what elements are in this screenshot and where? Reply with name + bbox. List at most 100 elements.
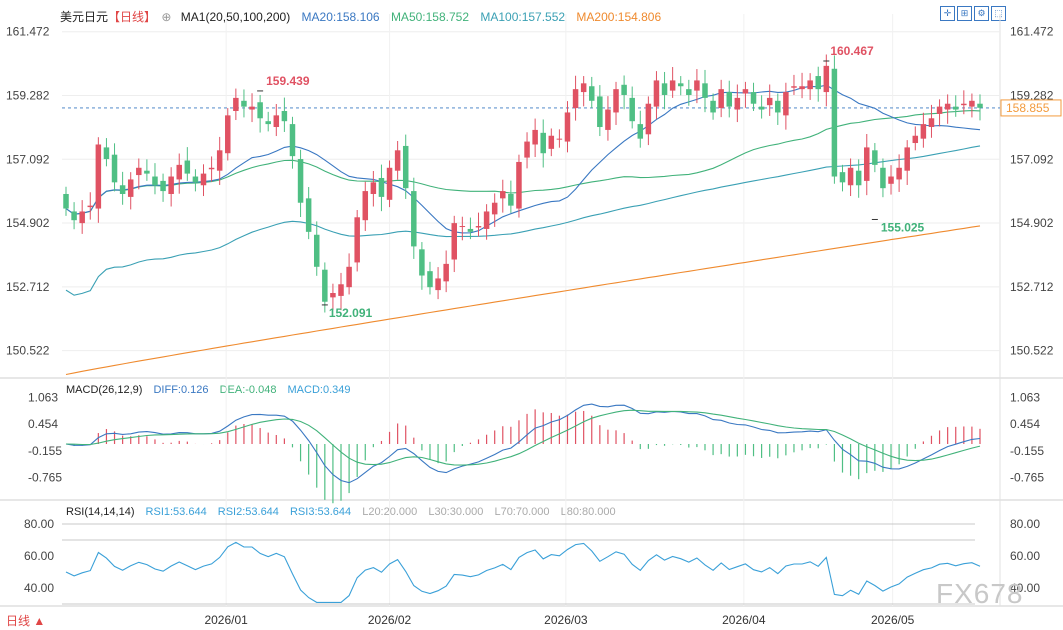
candle-body [815,76,821,90]
candle-body [766,97,773,106]
x-tick-label: 2026/05 [871,613,915,627]
candle-body [645,103,652,135]
rsi3-label: RSI3:53.644 [289,506,352,518]
candle-body [855,170,862,186]
candle-body [589,86,595,101]
macd-dea: DEA:-0.048 [219,384,277,396]
candle-body [839,172,846,183]
period-bottom-tab[interactable]: 日线 ▲ [6,614,46,628]
settings-dot-icon[interactable]: ⊕ [161,10,172,24]
candle-body [192,176,199,183]
candle-body [928,118,935,128]
ma20-label: MA20:158.106 [301,10,380,24]
price-tick-left: 159.282 [6,89,50,103]
candle-body [896,167,902,180]
candle-body [524,141,530,158]
candle-body [629,97,635,122]
candle-body [977,103,983,108]
candle-body [394,150,401,171]
price-tick-right: 152.712 [1010,280,1054,294]
candle-body [904,147,910,171]
candle-body [580,83,587,93]
period-tab[interactable]: 【日线】 [108,10,157,24]
candle-body [653,80,660,107]
price-tick-right: 157.092 [1010,152,1054,166]
candle-body [168,176,174,194]
x-tick-label: 2026/01 [204,613,248,627]
candle-body [961,103,967,106]
candle-body [111,154,118,183]
candle-body [95,144,102,209]
candle-body [249,106,255,110]
candle-body [491,202,498,215]
candle-body [936,106,943,114]
zoom-in-icon[interactable]: ✛ [940,6,955,21]
candle-body [742,89,749,94]
rsi-legend: RSI(14,14,14) RSI1:53.644 RSI2:53.644 RS… [66,506,624,518]
price-tick-left: 157.092 [6,152,50,166]
macd-name[interactable]: MACD(26,12,9) [66,384,143,396]
rsi-tick-left: 80.00 [24,517,54,531]
annotation-label: 159.439 [266,74,310,88]
candle-body [516,161,522,209]
candle-body [831,68,838,177]
split-view-icon[interactable]: ⊞ [957,6,972,21]
candle-body [265,121,271,125]
candle-body [500,191,506,199]
candle-body [880,167,886,189]
ma200-line [65,225,981,376]
candle-body [758,106,765,110]
candle-body [564,112,571,142]
macd-tick-left: 0.454 [28,417,58,431]
candle-body [718,89,724,109]
candle-body [888,176,894,184]
candle-body [944,103,951,110]
rsi-line [65,541,981,603]
candle-body [354,217,360,263]
candle-body [637,124,644,139]
current-price-tag [1000,99,1062,117]
l30-label: L30:30.000 [428,506,484,518]
candle-body [556,138,563,140]
rsi-tick-left: 40.00 [24,581,54,595]
ma-group-label[interactable]: MA1(20,50,100,200) [180,10,291,24]
candle-body [144,170,150,174]
candle-body [467,228,474,232]
candle-body [87,205,94,208]
maximize-icon[interactable]: ⬚ [991,6,1006,21]
chart-toolbar: ✛ ⊞ ⚙ ⬚ [940,5,1008,21]
price-tick-left: 154.902 [6,216,50,230]
candle-body [661,83,668,95]
symbol-label: 美元日元 [60,10,109,24]
candle-body [443,263,449,282]
annotation-label: 160.467 [830,44,874,58]
rsi-tick-right: 80.00 [1010,517,1040,531]
candle-body [702,83,708,98]
settings-icon[interactable]: ⚙ [974,6,989,21]
candle-body [362,191,369,221]
candle-body [281,110,288,122]
rsi-tick-right: 60.00 [1010,549,1040,563]
rsi-name[interactable]: RSI(14,14,14) [66,506,135,518]
candle-body [330,293,336,298]
candle-body [411,191,417,247]
candle-body [322,269,328,302]
price-tick-right: 161.472 [1010,25,1054,39]
macd-tick-right: 1.063 [1010,391,1040,405]
macd-tick-left: -0.155 [28,444,62,458]
period-bottom-label: 日线 [6,614,31,628]
price-tick-right: 150.522 [1010,344,1054,358]
candle-body [613,89,619,113]
x-tick-label: 2026/03 [544,613,588,627]
price-tick-right: 154.902 [1010,216,1054,230]
candle-body [305,198,312,232]
candle-body [864,147,870,181]
candle-body [451,223,457,260]
candle-body [257,102,263,119]
rsi-tick-right: 40.00 [1010,581,1040,595]
candle-body [508,193,514,206]
candle-body [313,234,320,267]
candle-body [419,249,425,276]
price-tick-left: 152.712 [6,280,50,294]
